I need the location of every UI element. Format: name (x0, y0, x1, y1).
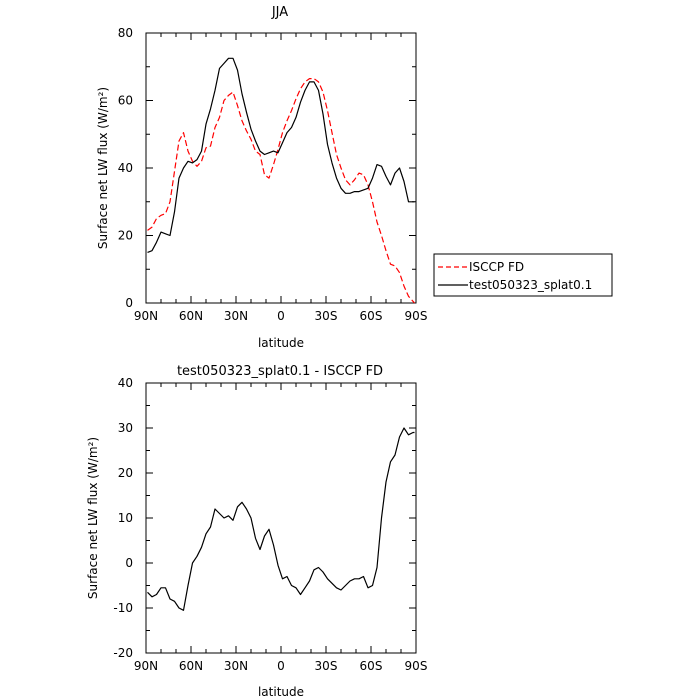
bottom-x-tick-label: 60S (360, 659, 383, 673)
bottom-x-tick-label: 30N (224, 659, 248, 673)
bottom-y-tick-label: -10 (113, 601, 133, 615)
top-y-tick-label: 0 (125, 296, 133, 310)
top-series-isccp-fd-line (147, 77, 415, 304)
top-y-tick-label: 80 (118, 26, 133, 40)
bottom-plot-area: 90N 60N 30N 0 30S 60S 90S -20 -10 0 10 20 30 40 (113, 376, 427, 673)
legend-box (433, 253, 613, 297)
top-series-test050323-splat0-1-line (147, 57, 415, 253)
bottom-y-tick-label: 30 (118, 421, 133, 435)
bottom-y-axis-label: Surface net LW flux (W/m²) (86, 437, 100, 599)
bottom-frame (145, 382, 417, 654)
bottom-y-tick-label: 20 (118, 466, 133, 480)
bottom-chart: test050323_splat0.1 - ISCCP FD 90N 60N 30N… (86, 364, 427, 699)
top-x-axis-label: latitude (258, 336, 304, 350)
bottom-y-tick-label: 10 (118, 511, 133, 525)
bottom-x-tick-label: 30S (315, 659, 338, 673)
bottom-x-tick-label: 90N (134, 659, 158, 673)
top-y-tick-label: 60 (118, 94, 133, 108)
bottom-x-tick-label: 60N (179, 659, 203, 673)
top-x-tick-label: 0 (277, 309, 285, 323)
top-y-axis-label: Surface net LW flux (W/m²) (96, 87, 110, 249)
top-chart-title: JJA (271, 5, 288, 20)
top-plot-area: 90N 60N 30N 0 30S 60S 90S 0 20 40 60 80 (118, 26, 428, 323)
top-y-tick-label: 20 (118, 229, 133, 243)
bottom-x-tick-label: 0 (277, 659, 285, 673)
bottom-x-tick-label: 90S (405, 659, 428, 673)
bottom-x-axis-label: latitude (258, 685, 304, 699)
top-y-tick-label: 40 (118, 161, 133, 175)
top-x-tick-label: 30N (224, 309, 248, 323)
legend-label-test: test050323_splat0.1 (469, 278, 592, 292)
bottom-y-tick-label: 0 (125, 556, 133, 570)
top-x-tick-label: 90S (405, 309, 428, 323)
top-x-tick-label: 90N (134, 309, 158, 323)
top-chart: JJA 90N 60N 30N 0 30S 60S 90S 0 20 40 60 80 latitud… (96, 5, 613, 350)
bottom-chart-title: test050323_splat0.1 - ISCCP FD (177, 364, 383, 379)
bottom-series-diff-line (147, 427, 415, 611)
top-x-tick-label: 60S (360, 309, 383, 323)
top-x-tick-label: 30S (315, 309, 338, 323)
top-x-tick-label: 60N (179, 309, 203, 323)
bottom-y-tick-label: -20 (113, 646, 133, 660)
legend-label-isccp: ISCCP FD (469, 260, 524, 274)
legend: ISCCP FD test050323_splat0.1 (433, 253, 613, 297)
bottom-y-tick-label: 40 (118, 376, 133, 390)
